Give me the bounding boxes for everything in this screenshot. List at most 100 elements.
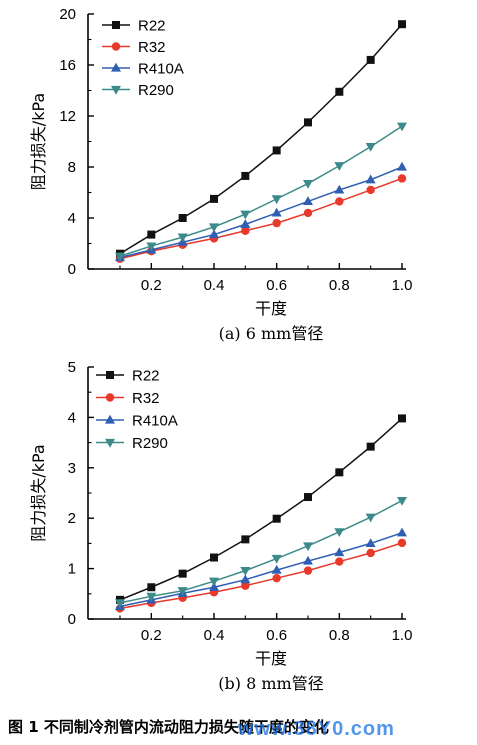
legend-label-R32: R32 (138, 39, 166, 56)
data-point-R22 (335, 87, 344, 96)
data-point-R22 (272, 146, 281, 155)
data-point-R410A (209, 582, 219, 591)
series-R290 (115, 122, 407, 262)
data-point-R410A (240, 219, 251, 228)
data-point-R290 (271, 554, 282, 564)
data-point-R22 (147, 583, 156, 592)
data-point-R290 (397, 122, 407, 132)
data-point-R22 (304, 118, 312, 127)
data-point-R410A (334, 184, 345, 194)
x-tick-label: 0.2 (141, 277, 162, 294)
series-R410A (115, 527, 407, 610)
y-tick-label: 3 (68, 460, 76, 477)
data-point-R22 (210, 553, 218, 562)
legend-label-R22: R22 (132, 368, 160, 385)
data-point-R290 (115, 252, 125, 262)
data-point-R290 (303, 542, 313, 552)
chart-panel-1: 0 4 8 12 16 20 0.2 0.4 0.6 0.8 1.0 干度 阻力损失/kPa (a) 6 … (29, 6, 412, 343)
data-point-R22 (210, 194, 218, 203)
legend-marker-R32 (111, 42, 121, 51)
legend-label-R410A: R410A (138, 61, 184, 78)
series-line-R22 (119, 23, 403, 255)
data-point-R410A (303, 196, 313, 206)
data-point-R22 (272, 514, 281, 523)
data-point-R290 (271, 195, 282, 205)
series-line-R410A (119, 166, 403, 259)
legend-marker-R22 (106, 371, 114, 379)
x-tick-label: 0.8 (329, 277, 350, 294)
data-point-R32 (272, 573, 281, 583)
data-point-R32 (397, 174, 407, 183)
x-tick-label: 1.0 (392, 627, 413, 644)
series-line-R32 (119, 177, 403, 260)
data-point-R290 (240, 210, 251, 220)
data-point-R22 (241, 535, 250, 544)
data-point-R32 (272, 218, 281, 228)
series-R22 (116, 414, 406, 604)
data-point-R32 (241, 226, 250, 235)
data-point-R410A (240, 574, 251, 584)
y-tick-label: 0 (68, 611, 76, 628)
y-tick-label: 4 (68, 210, 76, 227)
data-point-R32 (303, 208, 313, 218)
y-tick-label: 1 (68, 561, 76, 578)
data-point-R22 (304, 493, 312, 502)
legend-marker-R22 (112, 21, 120, 29)
legend-label-R22: R22 (138, 18, 166, 35)
data-point-R410A (397, 161, 407, 171)
legend-label-R32: R32 (132, 390, 160, 407)
legend-label-R410A: R410A (132, 413, 178, 430)
data-point-R290 (303, 179, 313, 189)
data-point-R22 (366, 442, 375, 451)
watermark: www.38Y0.com (238, 718, 395, 740)
x-tick-label: 0.6 (266, 277, 287, 294)
data-point-R22 (335, 468, 344, 477)
data-point-R290 (397, 496, 407, 506)
data-point-R410A (209, 229, 219, 239)
data-point-R22 (178, 569, 187, 578)
data-point-R290 (177, 233, 188, 243)
series-line-R290 (119, 499, 403, 604)
data-point-R290 (177, 587, 188, 596)
series-line-R410A (119, 532, 403, 608)
legend-label-R290: R290 (138, 82, 174, 99)
data-point-R290 (334, 162, 345, 171)
y-tick-label: 12 (59, 108, 76, 125)
x-tick-label: 0.6 (266, 627, 287, 644)
legend-marker-R290 (105, 438, 115, 448)
chart-subtitle: (a) 6 mm管径 (219, 324, 324, 343)
y-axis-label: 阻力损失/kPa (29, 444, 48, 541)
y-tick-label: 0 (68, 261, 76, 278)
data-point-R290 (209, 223, 219, 233)
data-point-R290 (365, 513, 376, 523)
y-tick-label: 4 (68, 409, 76, 426)
legend-marker-R32 (105, 393, 115, 402)
series-line-R22 (119, 417, 403, 601)
data-point-R290 (365, 143, 376, 152)
data-point-R410A (334, 547, 345, 557)
chart-subtitle: (b) 8 mm管径 (218, 674, 323, 693)
x-tick-label: 0.8 (329, 627, 350, 644)
y-tick-label: 16 (59, 57, 76, 74)
data-point-R290 (115, 599, 125, 609)
data-point-R290 (334, 528, 345, 538)
x-tick-label: 0.4 (204, 277, 225, 294)
chart-panel-2: 0 1 2 3 4 5 0.2 0.4 0.6 0.8 1.0 干度 阻力损失/kPa (b) 8 mm管… (29, 359, 412, 693)
y-tick-label: 5 (68, 359, 76, 376)
y-axis-label: 阻力损失/kPa (29, 93, 48, 190)
x-tick-label: 0.2 (141, 627, 162, 644)
data-point-R32 (335, 557, 344, 566)
legend-marker-R410A (111, 62, 121, 72)
figure-caption: 图 1 不同制冷剂管内流动阻力损失随干度的变化 (8, 718, 329, 736)
x-axis-label: 干度 (255, 299, 287, 318)
series-R410A (115, 161, 407, 262)
data-point-R22 (398, 20, 406, 29)
data-point-R410A (271, 564, 282, 574)
data-point-R290 (146, 592, 157, 602)
data-point-R32 (335, 197, 344, 206)
legend-marker-R290 (111, 85, 121, 95)
data-point-R410A (303, 555, 313, 565)
data-point-R32 (366, 548, 375, 558)
data-point-R290 (146, 242, 157, 252)
x-tick-label: 0.4 (204, 627, 225, 644)
